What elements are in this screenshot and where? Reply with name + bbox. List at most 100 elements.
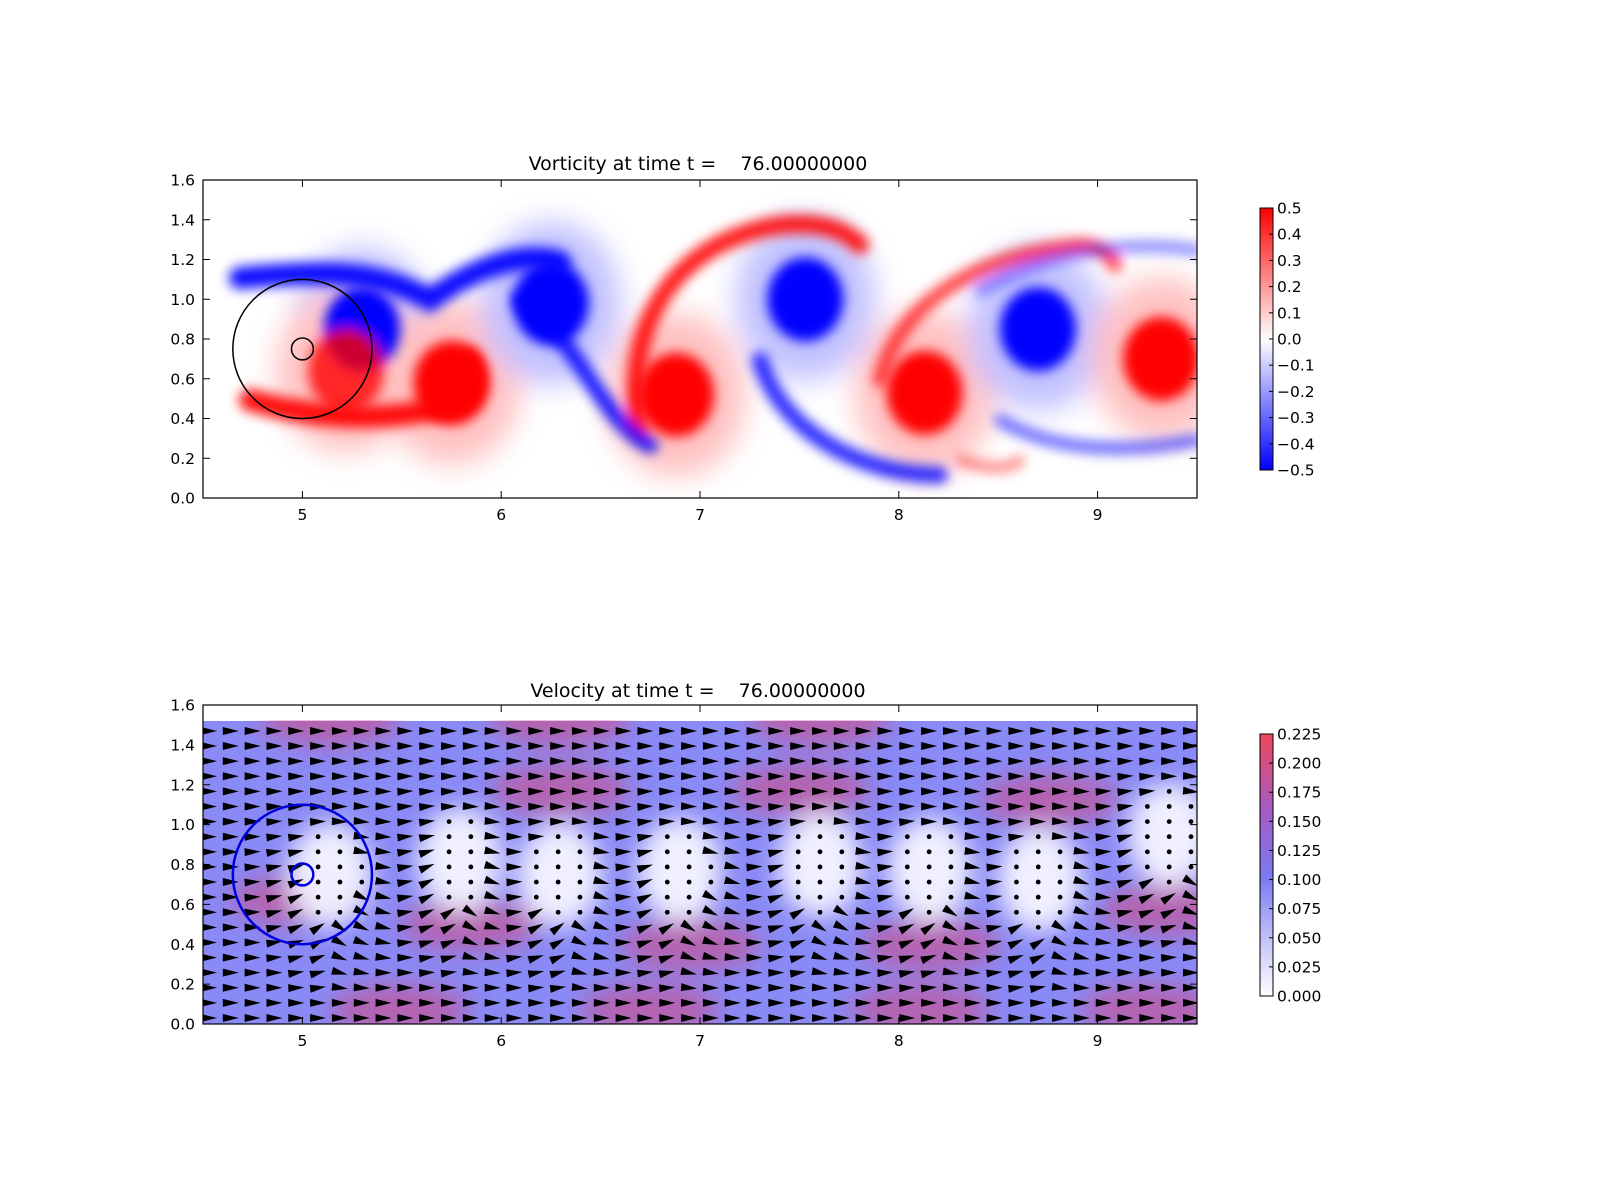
vorticity-title: Vorticity at time t = 76.00000000 (529, 153, 868, 175)
quiver-arrow (484, 742, 501, 751)
y-tick-label: 0.2 (170, 450, 195, 468)
quiver-arrow (1117, 953, 1134, 962)
quiver-arrow (222, 757, 239, 766)
x-tick-label: 8 (894, 506, 904, 524)
quiver-arrow (767, 864, 785, 874)
quiver-arrow (877, 969, 894, 978)
quiver-arrow (985, 924, 1003, 933)
quiver-arrow (593, 846, 610, 855)
quiver-arrow (876, 894, 894, 903)
quiver-arrow (441, 757, 458, 766)
quiver-arrow (1160, 908, 1177, 920)
quiver-arrow (396, 909, 414, 918)
quiver-arrow (899, 984, 916, 993)
quiver-arrow (615, 953, 632, 962)
quiver-arrow (986, 909, 1003, 918)
quiver-arrow (659, 787, 676, 796)
quiver-dot (1035, 924, 1041, 930)
quiver-arrow (287, 924, 304, 935)
quiver-arrow (877, 726, 894, 735)
quiver-dot (337, 834, 343, 840)
quiver-arrow (419, 969, 436, 978)
quiver-arrow (986, 894, 1003, 903)
quiver-dot (926, 909, 932, 915)
quiver-dot (1014, 894, 1019, 900)
quiver-dot (1035, 834, 1041, 840)
quiver-arrow (550, 787, 567, 796)
quiver-arrow (506, 969, 523, 978)
quiver-arrow (790, 742, 807, 751)
quiver-arrow (964, 832, 981, 841)
quiver-arrow (331, 757, 348, 766)
quiver-arrow (310, 757, 327, 766)
quiver-arrow (724, 937, 741, 946)
quiver-arrow (483, 890, 501, 900)
quiver-arrow (287, 893, 304, 905)
quiver-arrow (746, 757, 763, 766)
quiver-arrow (876, 879, 894, 888)
colorbar-tick-label: −0.2 (1277, 383, 1315, 401)
quiver-dot (817, 894, 823, 900)
quiver-arrow (746, 968, 763, 977)
quiver-arrow (484, 846, 501, 855)
quiver-arrow (811, 983, 829, 992)
quiver-arrow (767, 834, 785, 842)
quiver-arrow (571, 772, 588, 781)
quiver-arrow (899, 802, 916, 811)
quiver-arrow (1008, 757, 1025, 766)
quiver-arrow (397, 772, 414, 781)
cylinder-circle (290, 862, 315, 887)
quiver-arrow (375, 817, 392, 826)
quiver-arrow (506, 802, 523, 811)
quiver-arrow (1073, 1014, 1090, 1022)
quiver-arrow (506, 939, 523, 948)
quiver-arrow (746, 878, 763, 887)
quiver-arrow (833, 967, 850, 976)
quiver-arrow (266, 742, 283, 751)
quiver-arrow (462, 951, 479, 960)
quiver-arrow (1095, 833, 1112, 842)
quiver-arrow (942, 951, 959, 960)
y-tick-label: 1.0 (170, 816, 195, 834)
quiver-arrow (964, 772, 981, 781)
quiver-arrow (528, 984, 545, 993)
quiver-arrow (222, 1014, 239, 1022)
quiver-arrow (1030, 802, 1047, 811)
quiver-arrow (397, 998, 414, 1007)
quiver-arrow (637, 969, 654, 978)
vorticity-cores (308, 257, 1197, 437)
quiver-arrow (637, 772, 654, 781)
y-tick-label: 0.8 (170, 856, 195, 874)
quiver-arrow (1117, 772, 1134, 781)
shear-filament (627, 215, 869, 439)
quiver-dot (1144, 804, 1150, 809)
quiver-arrow (244, 938, 261, 947)
quiver-arrow (964, 846, 981, 855)
quiver-arrow (833, 998, 850, 1007)
quiver-dot (577, 879, 583, 885)
quiver-arrow (724, 876, 741, 884)
quiver-arrow (1161, 983, 1178, 992)
quiver-dot (1166, 849, 1172, 855)
quiver-arrow (484, 726, 501, 735)
quiver-arrow (288, 984, 305, 993)
quiver-arrow (287, 849, 305, 858)
quiver-arrow (1051, 951, 1068, 961)
quiver-arrow (1117, 727, 1134, 736)
quiver-arrow (767, 879, 784, 889)
quiver-arrow (397, 787, 414, 796)
quiver-arrow (636, 849, 654, 858)
quiver-dot (904, 894, 910, 900)
quiver-arrow (550, 1014, 567, 1022)
quiver-arrow (1051, 817, 1069, 826)
vorticity-colorbar: 0.5 0.4 0.3 0.2 0.1 0.0 −0.1 −0.2 −0.3 −0.4 −0.5 (1259, 200, 1315, 480)
quiver-arrow (964, 802, 981, 811)
quiver-arrow (899, 772, 916, 781)
quiver-arrow (484, 983, 501, 992)
quiver-dot (315, 879, 321, 885)
quiver-dot (948, 834, 954, 840)
quiver-arrow (375, 952, 392, 961)
quiver-arrow (964, 742, 981, 751)
quiver-arrow (832, 904, 849, 917)
colorbar-tick-label: 0.225 (1277, 726, 1321, 744)
